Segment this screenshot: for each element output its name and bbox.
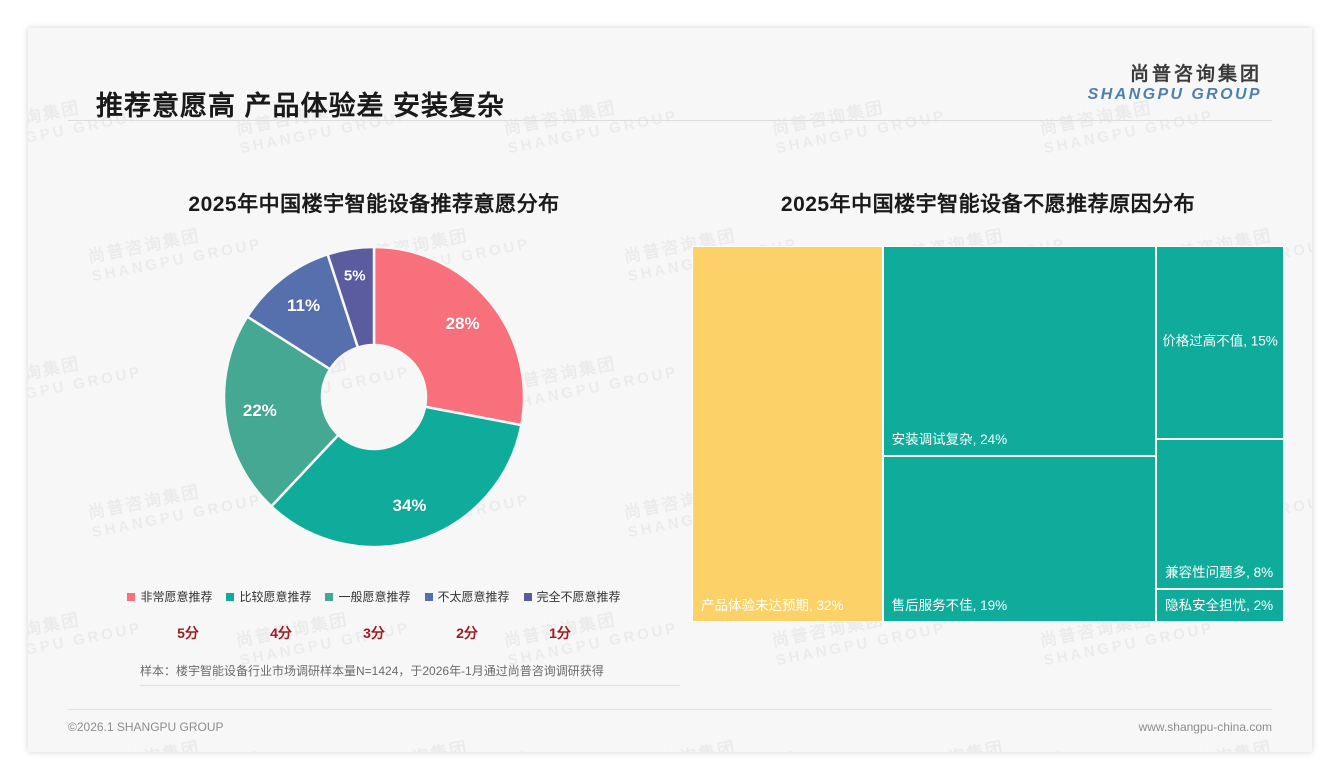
legend-label: 比较愿意推荐 xyxy=(239,590,312,604)
legend-item[interactable]: 非常愿意推荐 xyxy=(127,588,212,605)
score-label: 5分 xyxy=(177,625,199,641)
slide-footer: ©2026.1 SHANGPU GROUP www.shangpu-china.… xyxy=(68,709,1272,734)
treemap-cell[interactable]: 售后服务不佳, 19% xyxy=(882,455,1157,622)
score-label: 2分 xyxy=(456,625,478,641)
treemap-cell[interactable]: 隐私安全担忧, 2% xyxy=(1156,588,1284,622)
legend-item[interactable]: 完全不愿意推荐 xyxy=(523,588,621,605)
treemap-cell-label: 售后服务不佳, 19% xyxy=(891,598,1008,614)
legend-item[interactable]: 比较愿意推荐 xyxy=(226,588,311,605)
donut-slice-label: 28% xyxy=(445,313,480,333)
header-divider xyxy=(68,120,1272,121)
donut-legend: 非常愿意推荐 比较愿意推荐 一般愿意推荐 不太愿意推荐 完全不愿意推荐 xyxy=(68,588,680,605)
donut-chart xyxy=(222,245,526,549)
treemap-chart-title: 2025年中国楼宇智能设备不愿推荐原因分布 xyxy=(780,193,1196,216)
legend-swatch-icon xyxy=(523,592,532,601)
donut-chart-title: 2025年中国楼宇智能设备推荐意愿分布 xyxy=(188,193,560,216)
slide-header: 推荐意愿高 产品体验差 安装复杂 尚普咨询集团 SHANGPU GROUP xyxy=(28,28,1312,121)
treemap-cell[interactable]: 价格过高不值, 15% xyxy=(1156,246,1284,439)
brand-logo: 尚普咨询集团 SHANGPU GROUP xyxy=(1088,64,1262,105)
donut-chart-panel: 2025年中国楼宇智能设备推荐意愿分布 28% 34% 22% 11% 5% 非常愿意推… xyxy=(68,148,680,708)
legend-swatch-icon xyxy=(424,592,433,601)
legend-label: 一般愿意推荐 xyxy=(338,590,411,604)
footer-website[interactable]: www.shangpu-china.com xyxy=(1138,720,1272,734)
treemap-cell-label: 兼容性问题多, 8% xyxy=(1165,565,1274,581)
treemap-cell[interactable]: 兼容性问题多, 8% xyxy=(1156,438,1284,589)
donut-slice-label: 5% xyxy=(343,267,366,284)
donut-slice-label: 11% xyxy=(286,296,321,316)
treemap-cell[interactable]: 安装调试复杂, 24% xyxy=(882,246,1157,456)
donut-slice[interactable] xyxy=(245,252,360,371)
legend-swatch-icon xyxy=(325,592,334,601)
treemap-chart: 产品体验未达预期, 32% 安装调试复杂, 24% 售后服务不佳, 19% 价格过高不… xyxy=(692,246,1284,622)
treemap-cell[interactable]: 产品体验未达预期, 32% xyxy=(692,246,883,622)
legend-item[interactable]: 不太愿意推荐 xyxy=(424,588,510,605)
treemap-cell-label: 价格过高不值, 15% xyxy=(1162,333,1278,349)
score-label: 1分 xyxy=(549,625,571,641)
page-title: 推荐意愿高 产品体验差 安装复杂 xyxy=(96,91,506,121)
legend-label: 不太愿意推荐 xyxy=(437,590,510,604)
treemap-chart-panel: 2025年中国楼宇智能设备不愿推荐原因分布 产品体验未达预期, 32% 安装调试复… xyxy=(688,148,1288,708)
donut-slice[interactable] xyxy=(222,314,341,509)
donut-slice[interactable] xyxy=(372,245,526,427)
donut-slice-label: 22% xyxy=(242,401,277,421)
donut-chart-area: 28% 34% 22% 11% 5% xyxy=(68,232,680,582)
treemap-cell-label: 产品体验未达预期, 32% xyxy=(701,598,844,614)
sample-note: 样本：楼宇智能设备行业市场调研样本量N=1424，于2026年-1月通过尚普咨询… xyxy=(140,662,680,686)
treemap-cell-label: 安装调试复杂, 24% xyxy=(891,431,1008,447)
score-row: 5分 4分 3分 2分 1分 xyxy=(68,623,680,643)
donut-slice[interactable] xyxy=(269,405,523,549)
score-label: 4分 xyxy=(270,625,292,641)
legend-swatch-icon xyxy=(127,592,136,601)
footer-copyright: ©2026.1 SHANGPU GROUP xyxy=(68,720,224,734)
legend-label: 非常愿意推荐 xyxy=(140,590,213,604)
legend-item[interactable]: 一般愿意推荐 xyxy=(325,588,411,605)
legend-label: 完全不愿意推荐 xyxy=(536,590,621,604)
donut-slice-label: 34% xyxy=(392,496,427,516)
donut-slice[interactable] xyxy=(326,245,376,350)
footer-divider xyxy=(68,709,1272,710)
logo-english: SHANGPU GROUP xyxy=(1087,86,1262,104)
legend-swatch-icon xyxy=(226,592,235,601)
logo-chinese: 尚普咨询集团 xyxy=(1129,64,1262,85)
treemap-cell-label: 隐私安全担忧, 2% xyxy=(1165,598,1274,614)
score-label: 3分 xyxy=(363,625,385,641)
